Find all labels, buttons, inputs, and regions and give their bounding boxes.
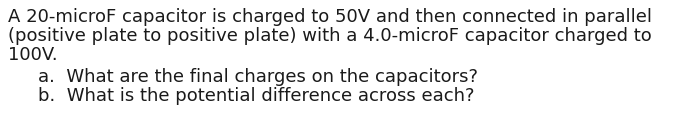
Text: 100V.: 100V. [8,46,58,64]
Text: b.  What is the potential difference across each?: b. What is the potential difference acro… [38,87,475,105]
Text: (positive plate to positive plate) with a 4.0-microF capacitor charged to: (positive plate to positive plate) with … [8,27,652,45]
Text: a.  What are the final charges on the capacitors?: a. What are the final charges on the cap… [38,68,478,86]
Text: A 20-microF capacitor is charged to 50V and then connected in parallel: A 20-microF capacitor is charged to 50V … [8,8,652,26]
